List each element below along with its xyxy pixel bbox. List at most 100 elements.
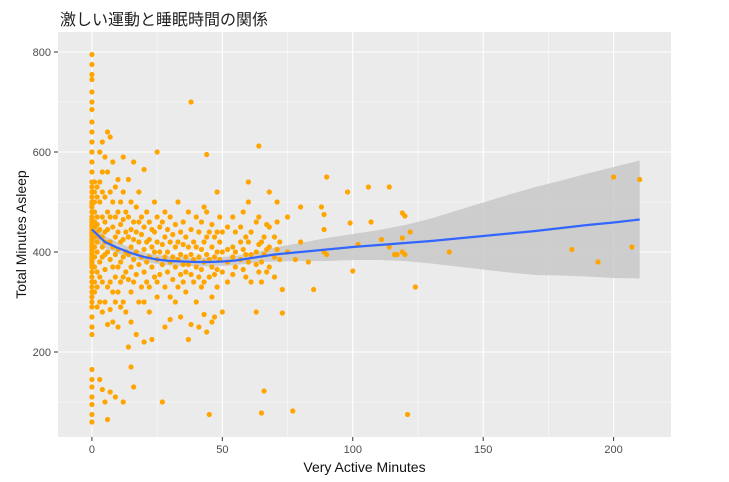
data-point xyxy=(214,229,220,235)
data-point xyxy=(183,234,189,240)
data-point xyxy=(115,176,121,183)
data-point xyxy=(141,299,147,305)
data-point xyxy=(89,394,95,400)
data-point xyxy=(386,244,392,250)
data-point xyxy=(136,189,142,195)
data-point xyxy=(284,214,291,220)
data-point xyxy=(120,216,126,223)
data-point xyxy=(91,234,98,240)
data-point xyxy=(157,224,163,230)
data-point xyxy=(248,229,254,235)
data-point xyxy=(128,226,134,233)
data-point xyxy=(204,209,210,215)
data-point xyxy=(102,266,108,273)
data-point xyxy=(133,331,139,338)
data-point xyxy=(201,279,207,285)
data-point xyxy=(214,266,220,273)
data-point xyxy=(224,246,231,253)
data-point xyxy=(115,229,121,235)
data-point xyxy=(89,294,95,300)
data-point xyxy=(446,249,452,255)
data-point xyxy=(170,231,176,238)
data-point xyxy=(198,246,205,253)
data-point xyxy=(188,321,194,328)
data-point xyxy=(102,219,108,225)
data-point xyxy=(178,229,184,235)
data-point xyxy=(611,174,617,180)
data-point xyxy=(123,269,129,275)
data-point xyxy=(133,229,139,235)
data-point xyxy=(104,416,111,423)
data-point xyxy=(258,239,265,245)
data-point xyxy=(404,411,411,418)
data-point xyxy=(175,199,181,205)
data-point xyxy=(89,139,95,145)
data-point xyxy=(368,219,374,225)
data-point xyxy=(151,199,158,205)
data-point xyxy=(115,209,121,215)
data-point xyxy=(240,266,246,273)
data-point xyxy=(178,271,184,278)
data-point xyxy=(97,149,103,155)
data-point xyxy=(94,269,100,275)
data-point xyxy=(94,214,100,220)
data-point xyxy=(112,214,118,220)
data-point xyxy=(159,399,165,405)
data-point xyxy=(102,399,108,405)
data-point xyxy=(209,319,215,325)
data-point xyxy=(180,219,186,225)
data-point xyxy=(91,279,98,285)
data-point xyxy=(201,239,207,245)
data-point xyxy=(154,149,160,155)
data-point xyxy=(97,199,103,205)
data-point xyxy=(131,159,137,165)
data-point xyxy=(206,229,212,235)
data-point xyxy=(118,199,124,205)
y-tick-label: 400 xyxy=(33,247,51,259)
data-point xyxy=(89,314,95,320)
data-point xyxy=(89,376,95,383)
data-point xyxy=(94,194,100,200)
data-point xyxy=(266,189,272,195)
data-point xyxy=(110,319,116,325)
data-point xyxy=(141,269,147,275)
x-axis-label: Very Active Minutes xyxy=(303,459,425,475)
data-point xyxy=(188,226,194,233)
data-point xyxy=(89,129,95,135)
data-point xyxy=(175,239,181,245)
data-point xyxy=(112,274,118,280)
data-point xyxy=(144,279,150,285)
data-point xyxy=(149,336,155,343)
data-point xyxy=(120,254,126,260)
data-point xyxy=(253,261,259,268)
data-point xyxy=(277,256,283,263)
data-point xyxy=(185,209,192,215)
data-point xyxy=(264,269,270,275)
data-point xyxy=(569,246,575,253)
data-point xyxy=(198,266,205,273)
data-point xyxy=(89,324,95,330)
data-point xyxy=(125,234,132,240)
data-point xyxy=(162,284,168,290)
data-point xyxy=(104,321,111,328)
data-point xyxy=(350,268,356,274)
data-point xyxy=(261,234,267,240)
data-point xyxy=(89,184,95,190)
data-point xyxy=(141,224,147,230)
data-point xyxy=(402,251,408,258)
x-axis-ticks: 0 50 100 150 200 xyxy=(89,437,623,456)
data-point xyxy=(243,251,249,258)
data-point xyxy=(128,364,134,370)
data-point xyxy=(219,309,225,315)
data-point xyxy=(232,249,238,255)
data-point xyxy=(164,269,171,275)
data-point xyxy=(279,286,285,293)
data-point xyxy=(297,204,304,210)
data-point xyxy=(128,289,134,295)
data-point xyxy=(104,284,111,290)
data-point xyxy=(102,154,108,160)
data-point xyxy=(89,269,95,275)
data-point xyxy=(91,264,98,270)
data-point xyxy=(89,159,95,165)
data-point xyxy=(120,274,126,280)
